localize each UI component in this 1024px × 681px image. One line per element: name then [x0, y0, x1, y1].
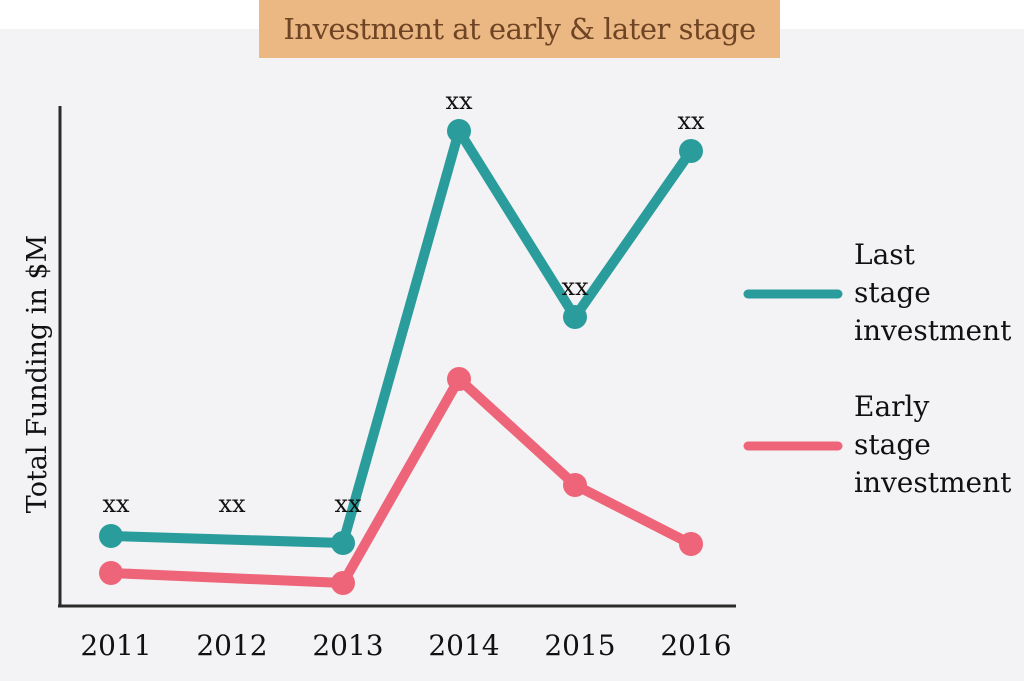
- series-2-legend-label: Early: [854, 390, 929, 423]
- series-1-legend-label: stage: [854, 276, 931, 309]
- series-lines: [99, 118, 703, 595]
- x-tick-2014: 2014: [428, 629, 499, 662]
- data-label-2011: xx: [102, 490, 130, 518]
- series-1-point-2016: [679, 139, 703, 163]
- series-2-point-2013: [331, 571, 355, 595]
- series-1-legend-label: Last: [854, 238, 916, 271]
- chart-title: Investment at early & later stage: [259, 0, 780, 58]
- series-1-legend-label: investment: [854, 314, 1012, 347]
- series-1-point-2014: [447, 119, 471, 143]
- series-1-point-2011: [99, 524, 123, 548]
- series-2-legend-label: investment: [854, 466, 1012, 499]
- y-axis-label: Total Funding in $M: [22, 235, 53, 513]
- series-1-point-2015: [563, 305, 587, 329]
- x-tick-2015: 2015: [544, 629, 615, 662]
- series-1-point-2013: [331, 531, 355, 555]
- data-labels: xx xx xx xx xx xx: [102, 87, 705, 518]
- series-2-point-2015: [563, 473, 587, 497]
- series-2-point-2016: [679, 532, 703, 556]
- x-tick-labels: 2011 2012 2013 2014 2015 2016: [80, 629, 731, 662]
- x-tick-2013: 2013: [312, 629, 383, 662]
- data-label-2013: xx: [334, 490, 362, 518]
- x-tick-2011: 2011: [80, 629, 151, 662]
- series-2-point-2011: [99, 561, 123, 585]
- x-tick-2012: 2012: [196, 629, 267, 662]
- legend: Last stage investment Early stage investment: [743, 238, 1012, 499]
- data-label-2015: xx: [561, 273, 589, 301]
- series-2-line: [106, 371, 696, 589]
- x-tick-2016: 2016: [660, 629, 731, 662]
- data-label-2016: xx: [677, 107, 705, 135]
- data-label-2012: xx: [218, 490, 246, 518]
- series-2-point-2014: [447, 367, 471, 391]
- data-label-2014: xx: [445, 87, 473, 115]
- axes: [58, 106, 736, 608]
- series-2-legend-label: stage: [854, 428, 931, 461]
